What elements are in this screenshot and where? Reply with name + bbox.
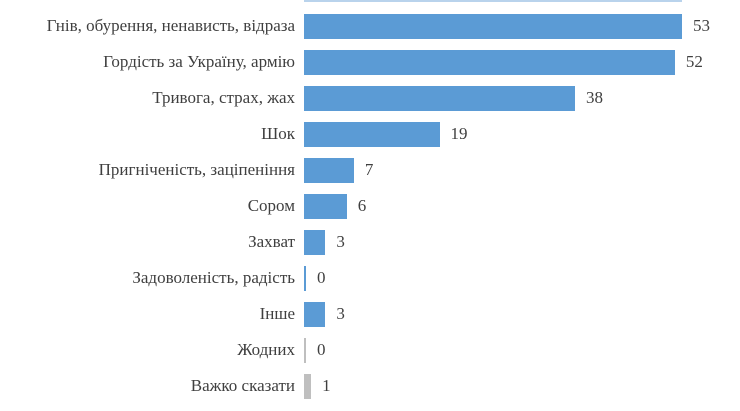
bar xyxy=(304,85,575,111)
value-label: 7 xyxy=(364,160,374,179)
category-label: Гордість за Україну, армію xyxy=(103,52,295,72)
chart-rows: Гнів, обурення, ненависть, відраза 53 Го… xyxy=(0,8,740,404)
bar-row: Захват 3 xyxy=(0,224,740,260)
bar xyxy=(304,13,682,39)
bar xyxy=(304,193,347,219)
category-label: Захват xyxy=(248,232,295,252)
bar-row: Пригніченість, заціпеніння 7 xyxy=(0,152,740,188)
value-label: 19 xyxy=(450,124,468,143)
value-label: 53 xyxy=(693,16,710,35)
category-label: Сором xyxy=(247,196,295,216)
category-label: Гнів, обурення, ненависть, відраза xyxy=(46,16,295,36)
bar xyxy=(304,49,675,75)
bar-row: Жодних 0 xyxy=(0,332,740,368)
value-label: 3 xyxy=(336,304,345,323)
bar xyxy=(304,229,326,255)
bar xyxy=(304,301,326,327)
value-label: 1 xyxy=(322,376,331,395)
bar-row: Інше 3 xyxy=(0,296,740,332)
bar-row: Гордість за Україну, армію 52 xyxy=(0,44,740,80)
bar-row: Тривога, страх, жах 38 xyxy=(0,80,740,116)
bar xyxy=(304,337,306,363)
category-label: Шок xyxy=(261,124,295,144)
bar-row: Шок 19 xyxy=(0,116,740,152)
category-label: Пригніченість, заціпеніння xyxy=(98,160,295,180)
category-label: Жодних xyxy=(237,340,295,360)
category-label: Важко сказати xyxy=(190,376,295,396)
category-label: Інше xyxy=(259,304,295,324)
bar-row: Задоволеність, радість 0 xyxy=(0,260,740,296)
value-label: 52 xyxy=(685,52,703,71)
value-label: 0 xyxy=(317,340,326,359)
value-label: 6 xyxy=(357,196,367,215)
bar xyxy=(304,157,354,183)
bar-row: Гнів, обурення, ненависть, відраза 53 xyxy=(0,8,740,44)
value-label: 0 xyxy=(317,268,326,287)
cropped-bar-remnant xyxy=(304,0,682,2)
bar xyxy=(304,121,440,147)
value-label: 38 xyxy=(586,88,603,107)
category-label: Задоволеність, радість xyxy=(132,268,295,288)
bar xyxy=(304,373,312,399)
bar-row: Важко сказати 1 xyxy=(0,368,740,404)
category-label: Тривога, страх, жах xyxy=(152,88,295,108)
bar xyxy=(304,265,306,291)
bar-row: Сором 6 xyxy=(0,188,740,224)
value-label: 3 xyxy=(336,232,345,251)
